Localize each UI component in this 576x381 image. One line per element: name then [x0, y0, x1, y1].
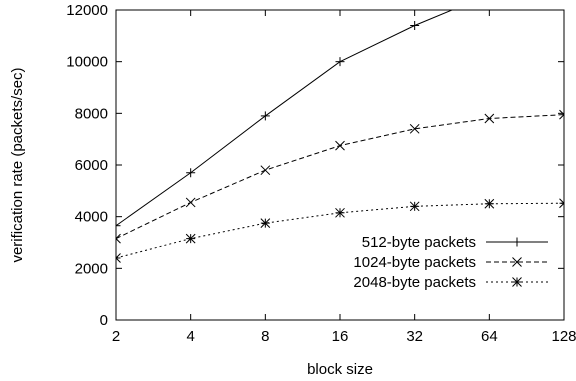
x-tick-label: 4 [186, 328, 194, 345]
data-point [185, 197, 196, 208]
data-point [116, 253, 121, 263]
y-tick-label: 2000 [75, 260, 108, 277]
data-point [260, 165, 271, 176]
y-tick-label: 0 [100, 312, 108, 329]
legend-marker [512, 277, 522, 287]
data-point [116, 221, 121, 231]
axes [115, 9, 565, 321]
series-line-1 [116, 10, 454, 227]
data-point [410, 21, 420, 30]
y-tick-label: 12000 [66, 2, 108, 19]
plot-frame [115, 9, 565, 321]
y-tick-label: 6000 [75, 157, 108, 174]
y-tick-label: 4000 [75, 209, 108, 226]
data-point [335, 57, 345, 67]
y-tick-label: 10000 [66, 54, 108, 71]
x-tick-label: 32 [406, 328, 423, 345]
data-point [484, 113, 495, 124]
series-layer [116, 10, 564, 263]
x-axis-label: block size [307, 361, 373, 378]
data-point [559, 109, 564, 120]
y-axis-label: verification rate (packets/sec) [9, 67, 26, 262]
data-point [185, 233, 196, 244]
x-tick-label: 64 [481, 328, 498, 345]
data-point [409, 123, 420, 134]
data-point [484, 198, 495, 209]
x-tick-label: 2 [112, 328, 120, 345]
series-line-2 [116, 114, 564, 240]
data-point [260, 218, 271, 228]
legend-label: 512-byte packets [362, 234, 476, 251]
data-point [559, 198, 564, 209]
x-tick-label: 8 [261, 328, 269, 345]
legend: 512-byte packets 1024-byte packets 2048-by… [353, 234, 548, 291]
x-tick-label: 16 [332, 328, 349, 345]
y-tick-label: 8000 [75, 105, 108, 122]
legend-label: 1024-byte packets [353, 254, 476, 271]
x-tick-label: 128 [551, 328, 576, 345]
legend-marker [512, 257, 522, 267]
legend-marker [512, 237, 522, 247]
data-point [260, 111, 270, 121]
data-point [186, 168, 196, 178]
tick-labels: 2 4 8 16 32 64 128 0 2000 4000 6000 8000 10000 12000 [66, 2, 576, 345]
data-point [409, 201, 420, 212]
data-point [335, 207, 345, 218]
data-point [116, 233, 121, 244]
data-point [335, 140, 345, 151]
legend-label: 2048-byte packets [353, 274, 476, 291]
